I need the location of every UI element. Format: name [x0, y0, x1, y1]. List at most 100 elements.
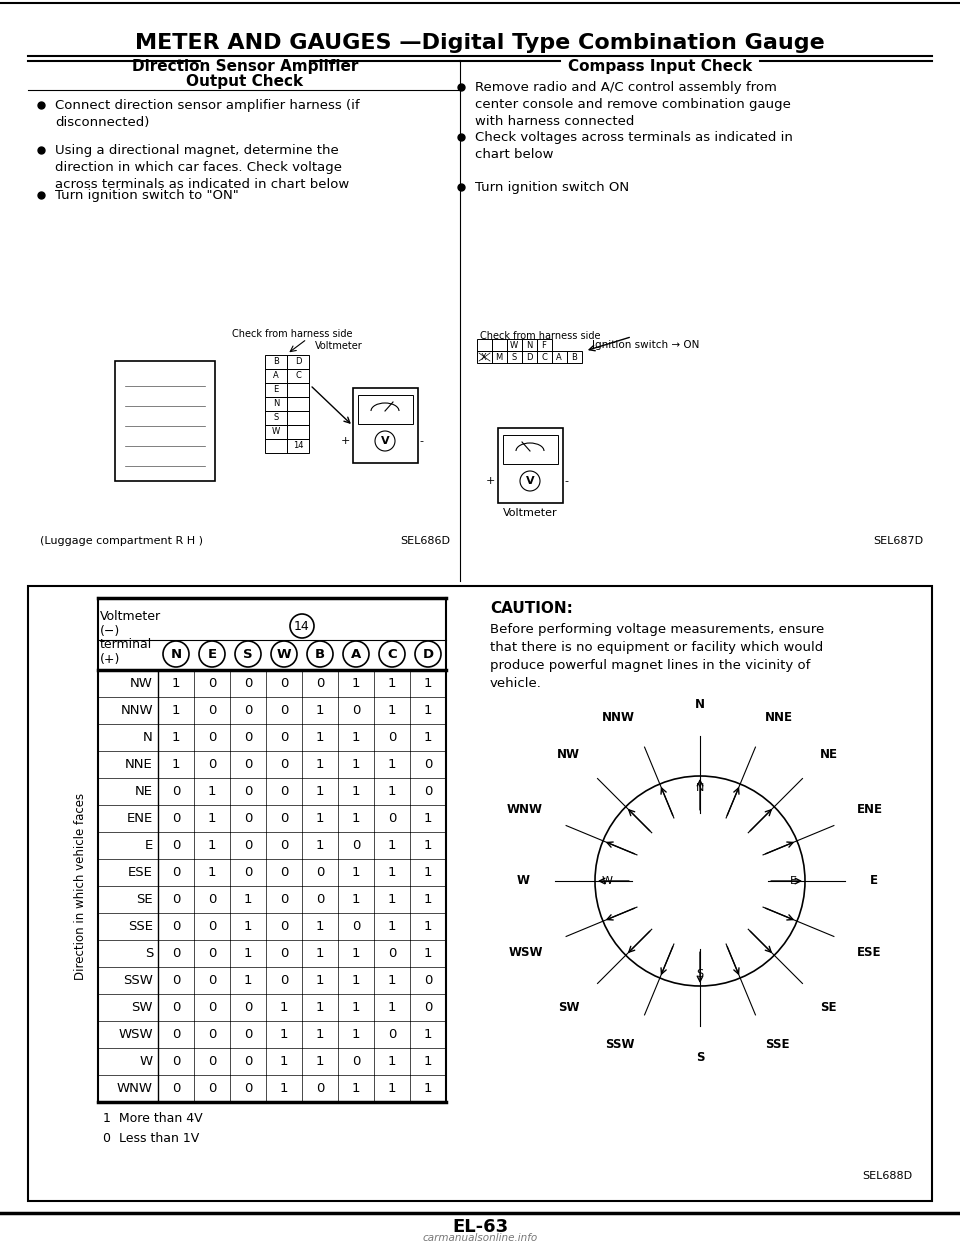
Text: Turn ignition switch ON: Turn ignition switch ON — [475, 181, 629, 194]
Text: NW: NW — [557, 748, 580, 761]
Text: S: S — [696, 970, 704, 980]
Text: 0: 0 — [172, 919, 180, 933]
Text: W: W — [140, 1055, 153, 1068]
Text: 1: 1 — [423, 947, 432, 960]
Text: SW: SW — [132, 1001, 153, 1015]
Text: 0: 0 — [207, 758, 216, 771]
Text: WSW: WSW — [118, 1028, 153, 1041]
Text: NE: NE — [135, 784, 153, 798]
Text: Direction Sensor Amplifier: Direction Sensor Amplifier — [132, 59, 358, 74]
Text: Remove radio and A/C control assembly from
center console and remove combination: Remove radio and A/C control assembly fr… — [475, 81, 791, 128]
Text: 1: 1 — [316, 784, 324, 798]
Text: 1: 1 — [316, 1055, 324, 1068]
Text: 0: 0 — [207, 919, 216, 933]
Text: Connect direction sensor amplifier harness (if
disconnected): Connect direction sensor amplifier harne… — [55, 99, 360, 129]
Bar — [522, 339, 537, 352]
Text: B: B — [315, 648, 325, 661]
Text: +: + — [486, 475, 494, 485]
Text: Output Check: Output Check — [186, 74, 303, 89]
Bar — [353, 388, 418, 463]
Text: carmanualsonline.info: carmanualsonline.info — [422, 1233, 538, 1243]
Text: ENE: ENE — [127, 812, 153, 824]
Text: 1: 1 — [351, 893, 360, 906]
Text: 0: 0 — [207, 893, 216, 906]
Text: 0: 0 — [388, 812, 396, 824]
Text: E: E — [274, 385, 278, 394]
Text: 1: 1 — [423, 1028, 432, 1041]
Text: 1: 1 — [351, 731, 360, 744]
Text: 0: 0 — [351, 839, 360, 852]
Text: 1: 1 — [351, 1028, 360, 1041]
Bar — [265, 425, 287, 439]
Text: 0: 0 — [279, 812, 288, 824]
Text: 0: 0 — [244, 1001, 252, 1015]
Text: 1: 1 — [172, 704, 180, 717]
Text: 14: 14 — [293, 442, 303, 450]
Text: NW: NW — [131, 677, 153, 691]
Text: NNE: NNE — [765, 711, 793, 724]
Text: 0: 0 — [279, 975, 288, 987]
Text: NNW: NNW — [602, 711, 635, 724]
Text: 0: 0 — [279, 866, 288, 879]
Text: 0: 0 — [244, 731, 252, 744]
Text: 1: 1 — [316, 975, 324, 987]
Text: 0: 0 — [172, 866, 180, 879]
Bar — [287, 397, 309, 412]
Text: 0: 0 — [172, 1082, 180, 1095]
Text: SSE: SSE — [128, 919, 153, 933]
Text: Ignition switch → ON: Ignition switch → ON — [592, 340, 700, 350]
Text: SSW: SSW — [123, 975, 153, 987]
Text: N: N — [273, 399, 279, 409]
Text: 1: 1 — [316, 704, 324, 717]
Bar — [265, 397, 287, 412]
Text: 1: 1 — [388, 784, 396, 798]
Text: 0: 0 — [351, 1055, 360, 1068]
Text: 1: 1 — [316, 1001, 324, 1015]
Text: 0: 0 — [207, 1001, 216, 1015]
Text: 1: 1 — [423, 1082, 432, 1095]
Text: Turn ignition switch to "ON": Turn ignition switch to "ON" — [55, 189, 239, 201]
Bar — [287, 355, 309, 369]
Text: 1: 1 — [279, 1055, 288, 1068]
Text: 1: 1 — [207, 866, 216, 879]
Text: B: B — [273, 358, 279, 367]
Text: 0: 0 — [244, 1055, 252, 1068]
Text: 1: 1 — [351, 758, 360, 771]
Text: 1: 1 — [423, 704, 432, 717]
Text: NNE: NNE — [125, 758, 153, 771]
Bar — [477, 352, 492, 363]
Text: 0: 0 — [351, 919, 360, 933]
Text: 1: 1 — [207, 839, 216, 852]
Text: E: E — [207, 648, 217, 661]
Text: WNW: WNW — [507, 803, 542, 816]
Text: D: D — [295, 358, 301, 367]
Text: 1: 1 — [244, 947, 252, 960]
Text: 1: 1 — [351, 1082, 360, 1095]
Text: 0: 0 — [172, 975, 180, 987]
Text: SEL687D: SEL687D — [873, 535, 923, 545]
Text: 0: 0 — [172, 812, 180, 824]
Text: E: E — [870, 874, 878, 887]
Text: 1: 1 — [172, 758, 180, 771]
Text: (Luggage compartment R H ): (Luggage compartment R H ) — [40, 535, 203, 545]
Text: N: N — [695, 698, 705, 711]
Text: 1: 1 — [388, 677, 396, 691]
Text: 0: 0 — [279, 919, 288, 933]
Text: 1: 1 — [423, 1055, 432, 1068]
Text: A: A — [350, 648, 361, 661]
Text: 1: 1 — [207, 784, 216, 798]
Text: 1  More than 4V: 1 More than 4V — [103, 1112, 203, 1125]
Text: 0: 0 — [207, 975, 216, 987]
Text: 1: 1 — [316, 758, 324, 771]
Bar — [287, 425, 309, 439]
Text: 0: 0 — [207, 1028, 216, 1041]
Text: V: V — [526, 475, 535, 485]
Text: V: V — [381, 437, 390, 447]
Text: Voltmeter: Voltmeter — [503, 508, 558, 518]
Text: 0: 0 — [244, 677, 252, 691]
Text: Direction in which vehicle faces: Direction in which vehicle faces — [74, 792, 86, 980]
Text: W: W — [516, 874, 530, 887]
Text: S: S — [696, 1051, 705, 1065]
Text: N: N — [171, 648, 181, 661]
Bar — [567, 352, 582, 363]
